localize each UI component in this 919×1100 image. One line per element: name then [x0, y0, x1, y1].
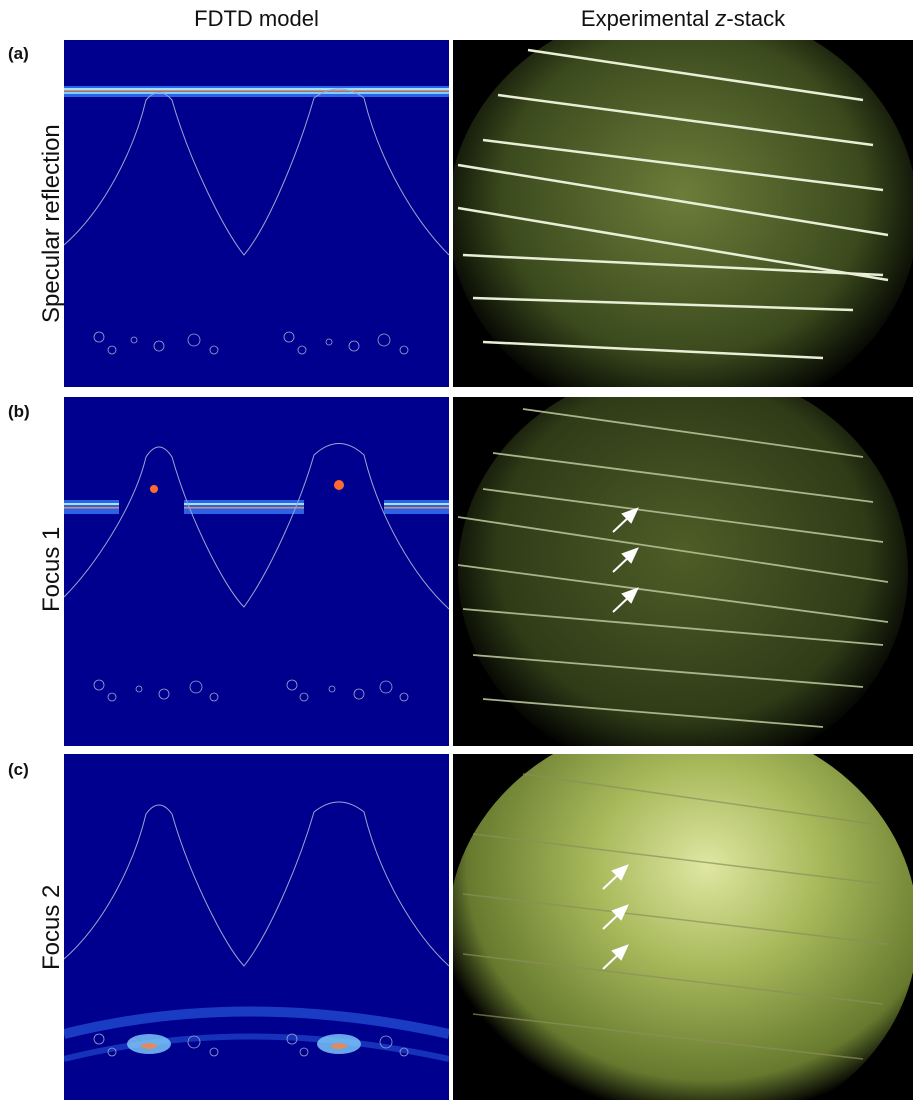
fdtd-field-map-a: [64, 86, 449, 355]
experimental-micrograph-a: [453, 40, 913, 387]
experimental-column-title: Experimental z-stack: [453, 6, 913, 32]
panel-tag-a: (a): [8, 44, 29, 63]
experimental-panel-b: [453, 397, 913, 746]
panel-tag-b: (b): [8, 402, 30, 421]
panel-tag-c: (c): [8, 760, 29, 779]
experimental-title-prefix: Experimental: [580, 6, 716, 31]
row-label-specular: Specular reflection: [38, 124, 65, 323]
experimental-panel-c: [453, 754, 913, 1100]
fdtd-field-map-c: [64, 801, 449, 1062]
fdtd-field-map-b: [64, 443, 449, 702]
fdtd-panel-c: [64, 754, 449, 1100]
fdtd-panel-b: [64, 397, 449, 746]
experimental-title-suffix: -stack: [726, 6, 786, 31]
row-label-focus-1: Focus 1: [38, 526, 65, 612]
row-label-focus-2: Focus 2: [38, 884, 65, 970]
fdtd-column-title: FDTD model: [194, 6, 319, 31]
experimental-panel-a: [453, 40, 913, 387]
experimental-title-italic: z: [715, 6, 727, 31]
fdtd-panel-a: [64, 40, 449, 387]
experimental-micrograph-c: [453, 754, 913, 1100]
experimental-micrograph-b: [457, 397, 908, 746]
arrow-markers-c: [602, 864, 629, 970]
arrow-markers-b: [612, 507, 639, 613]
